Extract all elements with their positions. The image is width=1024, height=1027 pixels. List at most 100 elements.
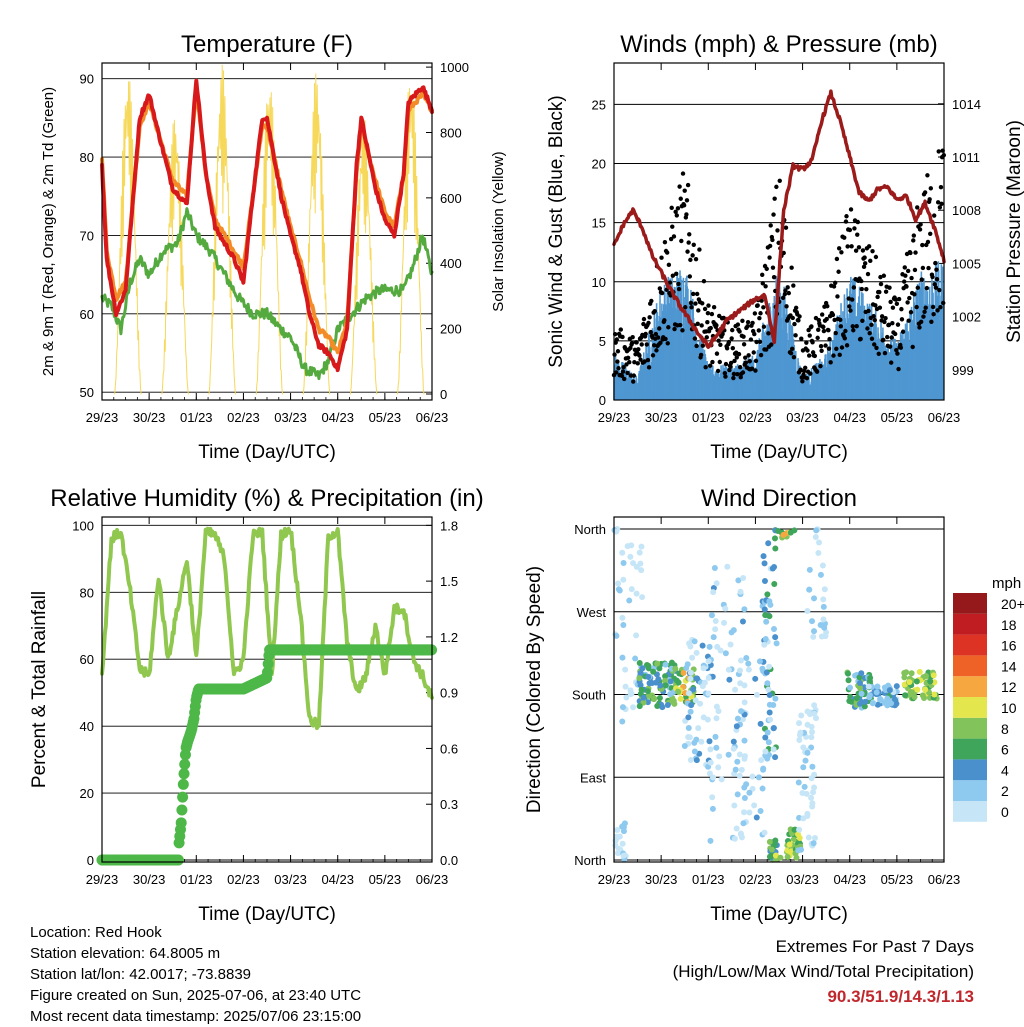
gust-point <box>798 367 803 372</box>
y-tick-label: 40 <box>80 719 94 734</box>
gust-point <box>669 205 674 211</box>
wind-direction-point <box>805 834 812 841</box>
wind-direction-point <box>741 606 748 613</box>
wind-direction-point <box>644 688 651 695</box>
x-tick-label: 06/23 <box>416 872 449 887</box>
humidity-precip-panel: Relative Humidity (%) & Precipitation (i… <box>29 485 484 925</box>
wind-direction-point <box>761 641 768 648</box>
gust-point <box>619 373 625 379</box>
wind-direction-point <box>668 659 675 666</box>
x-tick-label: 02/23 <box>739 872 772 887</box>
gust-point <box>714 323 719 328</box>
x-axis-label: Time (Day/UTC) <box>198 904 336 925</box>
wind-direction-point <box>615 845 622 852</box>
wind-direction-point <box>862 698 869 705</box>
gust-point <box>852 226 857 231</box>
x-axis-label: Time (Day/UTC) <box>710 442 848 463</box>
wind-direction-point <box>763 618 770 625</box>
gust-point <box>789 265 794 270</box>
y-tick-label: 10 <box>592 275 606 290</box>
wind-direction-point <box>737 657 744 664</box>
gust-point <box>899 306 904 312</box>
wind-direction-point <box>766 853 773 860</box>
gust-point <box>685 182 691 188</box>
wind-direction-point <box>746 809 753 816</box>
gust-point <box>754 339 759 345</box>
x-tick-label: 03/23 <box>274 872 307 887</box>
wind-direction-point <box>930 672 937 679</box>
wind-direction-point <box>710 634 717 641</box>
gust-point <box>883 315 888 321</box>
gust-point <box>844 214 849 219</box>
wind-direction-point <box>620 576 627 583</box>
y-tick-label: 70 <box>80 228 94 243</box>
extremes-subtitle: (High/Low/Max Wind/Total Precipitation) <box>672 962 974 981</box>
wind-direction-point <box>780 531 787 538</box>
gust-point <box>792 321 797 327</box>
colorbar-swatch <box>953 613 987 635</box>
elevation-text: Station elevation: 64.8005 m <box>30 945 221 962</box>
gust-point <box>693 256 699 262</box>
wind-direction-point <box>745 666 752 673</box>
gust-point <box>677 184 682 189</box>
wind-direction-point <box>737 830 744 837</box>
wind-direction-point <box>752 675 759 682</box>
gust-point <box>786 290 792 296</box>
wind-direction-point <box>764 591 771 598</box>
gust-point <box>683 305 688 310</box>
wind-direction-point <box>796 737 803 744</box>
gust-point <box>816 317 821 323</box>
gust-point <box>679 238 684 244</box>
wind-direction-point <box>633 632 640 639</box>
gust-point <box>771 212 776 217</box>
gust-point <box>759 298 764 303</box>
gust-point <box>674 271 679 277</box>
gust-point <box>682 188 687 193</box>
gust-point <box>655 335 661 340</box>
colorbar-swatch <box>953 634 987 656</box>
created-text: Figure created on Sun, 2025-07-06, at 23… <box>30 987 362 1004</box>
gust-point <box>878 274 883 280</box>
gust-point <box>887 285 892 290</box>
gust-point <box>641 316 647 322</box>
wind-direction-point <box>800 815 807 822</box>
gust-point <box>737 329 742 334</box>
gust-point <box>741 342 747 347</box>
temperature-panel: Temperature (F) Time (Day/UTC) 29/23 30/23 0… <box>40 31 507 463</box>
wind-direction-point <box>931 691 938 698</box>
wind-direction-point <box>686 640 693 647</box>
gust-point <box>784 304 789 309</box>
gust-point <box>824 316 829 322</box>
gust-point <box>731 371 737 377</box>
wind-direction-point <box>688 702 695 709</box>
gust-point <box>694 291 700 297</box>
x-tick-label: 29/23 <box>86 410 119 425</box>
gust-point <box>723 361 729 367</box>
gust-point <box>657 326 662 331</box>
wind-direction-point <box>619 549 626 556</box>
gust-point <box>851 285 857 290</box>
gust-point <box>670 273 676 278</box>
gust-point <box>921 314 926 319</box>
gust-point <box>823 343 828 348</box>
x-tick-label: 03/23 <box>274 410 307 425</box>
wind-direction-point <box>685 725 692 732</box>
wind-direction-point <box>718 776 725 783</box>
wind-direction-point <box>795 779 802 786</box>
wind-direction-point <box>772 634 779 641</box>
gust-point <box>756 328 762 333</box>
colorbar-label: 2 <box>1001 783 1009 799</box>
y2-tick-label: 1.8 <box>440 518 458 533</box>
wind-direction-point <box>612 838 619 845</box>
gust-point <box>867 330 872 336</box>
gust-point <box>676 286 682 292</box>
gust-point <box>939 201 944 206</box>
gust-point <box>842 235 847 240</box>
wind-direction-point <box>797 729 804 736</box>
wind-direction-point <box>810 840 817 847</box>
gust-point <box>831 284 837 289</box>
wind-direction-point <box>667 678 674 685</box>
gust-point <box>849 244 854 249</box>
gust-point <box>896 296 902 302</box>
gust-point <box>665 341 670 346</box>
